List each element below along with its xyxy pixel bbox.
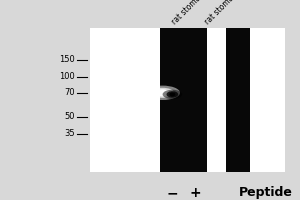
- Text: rat stomach: rat stomach: [170, 0, 209, 26]
- Text: Peptide: Peptide: [238, 186, 292, 199]
- Ellipse shape: [145, 86, 180, 100]
- Ellipse shape: [167, 91, 178, 98]
- Bar: [160, 28, 184, 172]
- Bar: [90, 28, 285, 172]
- Text: 150: 150: [59, 55, 75, 64]
- Text: 50: 50: [64, 112, 75, 121]
- Text: −: −: [166, 186, 178, 200]
- Ellipse shape: [151, 88, 174, 98]
- Text: rat stomach: rat stomach: [203, 0, 242, 26]
- Ellipse shape: [156, 89, 169, 96]
- Ellipse shape: [163, 90, 182, 99]
- Text: 70: 70: [64, 88, 75, 97]
- Text: 100: 100: [59, 72, 75, 81]
- Ellipse shape: [169, 92, 175, 96]
- Text: 35: 35: [64, 129, 75, 138]
- Text: +: +: [190, 186, 201, 200]
- Bar: [184, 28, 207, 172]
- Bar: [226, 28, 250, 172]
